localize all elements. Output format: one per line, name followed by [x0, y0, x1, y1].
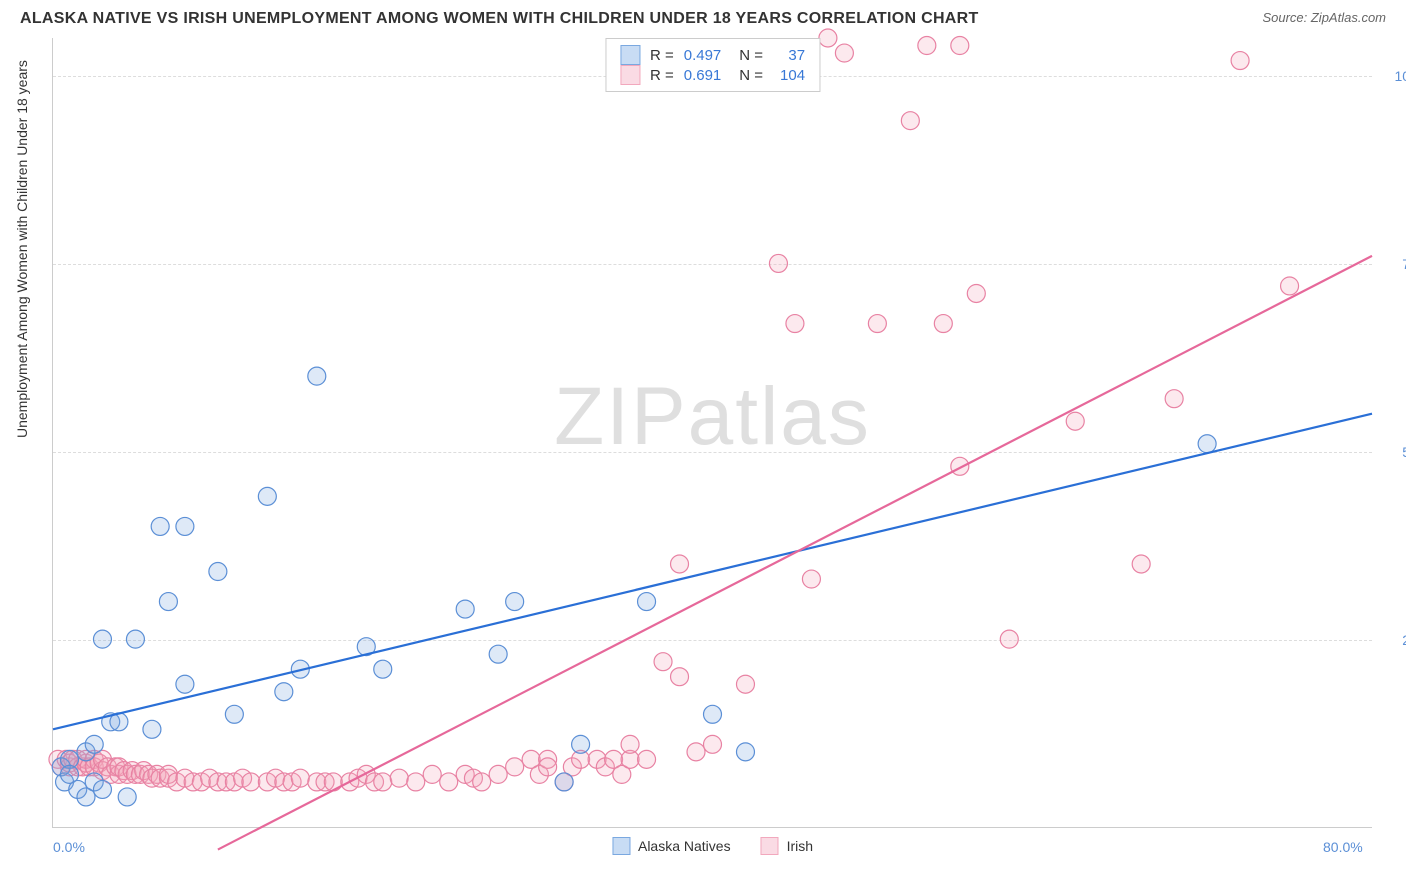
data-point [324, 773, 342, 791]
data-point [176, 517, 194, 535]
data-point [1198, 435, 1216, 453]
scatter-plot [53, 38, 1372, 827]
data-point [440, 773, 458, 791]
data-point [687, 743, 705, 761]
n-label: N = [739, 47, 763, 64]
data-point [374, 773, 392, 791]
y-tick-label: 100.0% [1382, 68, 1406, 84]
data-point [638, 593, 656, 611]
r-label: R = [650, 67, 674, 84]
data-point [143, 720, 161, 738]
x-tick-label: 80.0% [1323, 839, 1363, 855]
data-point [951, 457, 969, 475]
stats-row-alaska: R = 0.497 N = 37 [620, 45, 805, 65]
data-point [151, 517, 169, 535]
data-point [258, 487, 276, 505]
data-point [159, 593, 177, 611]
data-point [506, 593, 524, 611]
data-point [118, 788, 136, 806]
data-point [506, 758, 524, 776]
data-point [802, 570, 820, 588]
trend-line [53, 414, 1372, 730]
data-point [819, 29, 837, 47]
data-point [308, 367, 326, 385]
data-point [85, 735, 103, 753]
n-value-alaska: 37 [773, 47, 805, 64]
data-point [1281, 277, 1299, 295]
legend-item-irish: Irish [761, 837, 813, 855]
data-point [835, 44, 853, 62]
stats-legend: R = 0.497 N = 37 R = 0.691 N = 104 [605, 38, 820, 92]
data-point [390, 769, 408, 787]
data-point [93, 630, 111, 648]
data-point [473, 773, 491, 791]
stats-row-irish: R = 0.691 N = 104 [620, 65, 805, 85]
data-point [456, 600, 474, 618]
data-point [868, 315, 886, 333]
data-point [126, 630, 144, 648]
y-axis-label: Unemployment Among Women with Children U… [14, 60, 30, 438]
y-tick-label: 50.0% [1382, 444, 1406, 460]
data-point [555, 773, 573, 791]
data-point [225, 705, 243, 723]
data-point [1066, 412, 1084, 430]
data-point [423, 765, 441, 783]
data-point [671, 668, 689, 686]
x-tick-label: 0.0% [53, 839, 85, 855]
data-point [1132, 555, 1150, 573]
swatch-alaska-icon [612, 837, 630, 855]
source-attribution: Source: ZipAtlas.com [1262, 10, 1386, 25]
data-point [1231, 52, 1249, 70]
data-point [572, 735, 590, 753]
n-label: N = [739, 67, 763, 84]
data-point [704, 705, 722, 723]
n-value-irish: 104 [773, 67, 805, 84]
data-point [374, 660, 392, 678]
data-point [671, 555, 689, 573]
data-point [291, 769, 309, 787]
data-point [901, 112, 919, 130]
legend-label-alaska: Alaska Natives [638, 838, 731, 854]
chart-area: ZIPatlas 25.0%50.0%75.0%100.0% R = 0.497… [52, 38, 1372, 828]
data-point [489, 645, 507, 663]
data-point [736, 743, 754, 761]
swatch-irish-icon [761, 837, 779, 855]
data-point [539, 758, 557, 776]
r-value-irish: 0.691 [684, 67, 722, 84]
y-tick-label: 75.0% [1382, 256, 1406, 272]
r-label: R = [650, 47, 674, 64]
swatch-irish [620, 65, 640, 85]
data-point [934, 315, 952, 333]
data-point [704, 735, 722, 753]
data-point [1165, 390, 1183, 408]
data-point [489, 765, 507, 783]
data-point [621, 735, 639, 753]
data-point [918, 37, 936, 55]
data-point [275, 683, 293, 701]
chart-title: ALASKA NATIVE VS IRISH UNEMPLOYMENT AMON… [20, 10, 979, 28]
data-point [967, 284, 985, 302]
data-point [736, 675, 754, 693]
bottom-legend: Alaska Natives Irish [612, 837, 813, 855]
data-point [93, 780, 111, 798]
r-value-alaska: 0.497 [684, 47, 722, 64]
data-point [786, 315, 804, 333]
data-point [1000, 630, 1018, 648]
data-point [242, 773, 260, 791]
data-point [951, 37, 969, 55]
swatch-alaska [620, 45, 640, 65]
data-point [638, 750, 656, 768]
data-point [654, 653, 672, 671]
data-point [176, 675, 194, 693]
data-point [209, 563, 227, 581]
y-tick-label: 25.0% [1382, 632, 1406, 648]
data-point [769, 254, 787, 272]
data-point [407, 773, 425, 791]
legend-label-irish: Irish [787, 838, 813, 854]
legend-item-alaska: Alaska Natives [612, 837, 731, 855]
trend-line [218, 256, 1372, 850]
